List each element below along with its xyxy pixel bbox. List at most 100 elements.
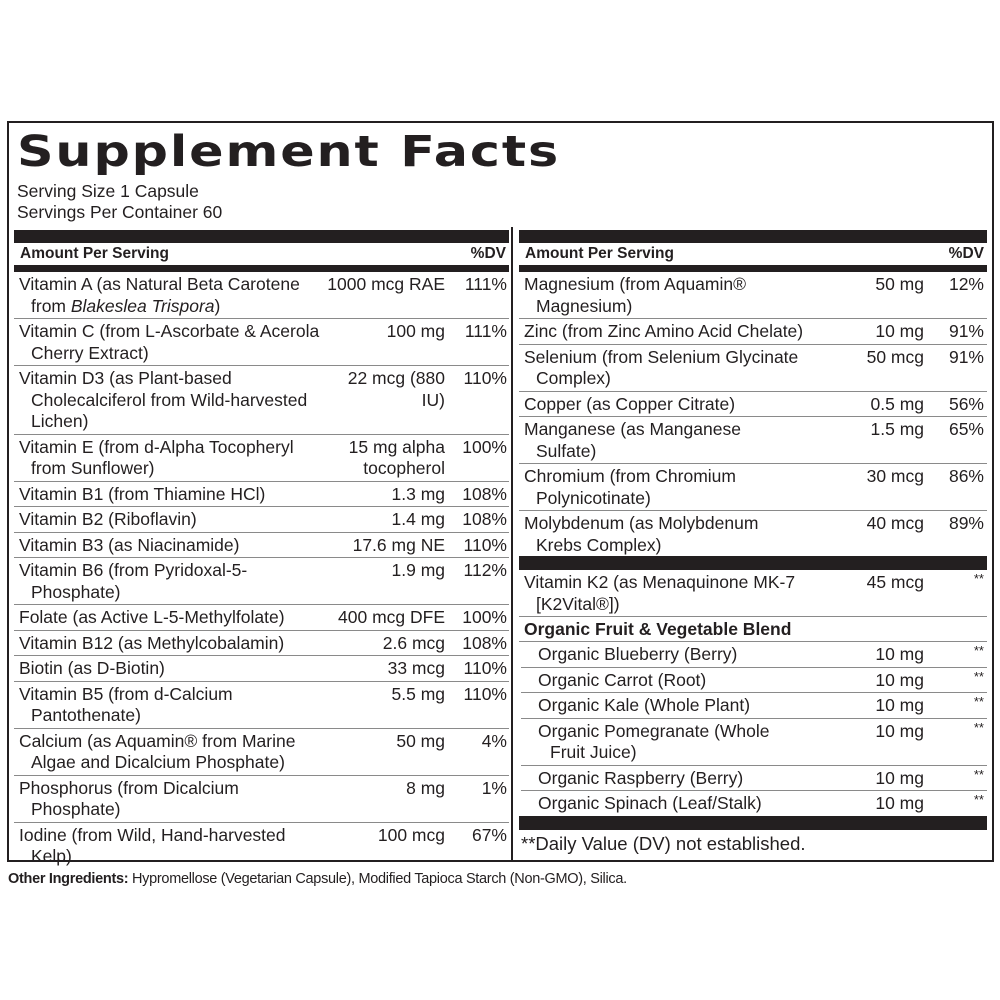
daily-value: 89% (948, 513, 984, 533)
nutrient-name-text: Vitamin B12 (as Methylcobalamin) (19, 632, 285, 653)
daily-value: 110% (463, 683, 507, 704)
nutrient-name-text: Organic Blueberry (Berry) (538, 644, 738, 664)
nutrient-name-text: Folate (as Active L-5-Methylfolate) (19, 607, 285, 627)
nutrient-name-text: Vitamin C (from L-Ascorbate & Acerola Ch… (19, 321, 320, 363)
blend-item-row: Organic Raspberry (Berry) 10 mg ** (521, 766, 987, 791)
amount: 50 mg (875, 274, 924, 294)
blend-item-row: Organic Pomegranate (Whole Fruit Juice) 1… (521, 719, 987, 766)
daily-value: 100% (462, 607, 507, 627)
black-bar (519, 230, 987, 243)
blend-title: Organic Fruit & Vegetable Blend (519, 617, 987, 642)
amount: 10 mg (875, 720, 924, 741)
amount-per-serving-header: Amount Per Serving (525, 245, 674, 262)
left-column: Amount Per Serving %DV Vitamin A (as Nat… (14, 230, 509, 869)
daily-value: ** (973, 668, 984, 684)
dv-header: %DV (948, 245, 984, 262)
panel-title: Supplement Facts (17, 127, 561, 177)
nutrient-name-text: Vitamin A (as Natural Beta Carotene from (19, 274, 300, 316)
nutrient-row: Vitamin E (from d-Alpha Tocopheryl from … (14, 435, 509, 482)
nutrient-name: Vitamin D3 (as Plant-based Cholecalcifer… (14, 368, 327, 433)
nutrient-row: Zinc (from Zinc Amino Acid Chelate) 10 mg… (519, 319, 987, 345)
amount: 1.4 mg (391, 509, 446, 529)
amount: 0.5 mg (870, 393, 925, 414)
servings-per-container: Servings Per Container 60 (17, 202, 223, 222)
amount: 1.3 mg (391, 483, 446, 504)
daily-value: 112% (463, 560, 507, 580)
nutrient-row: Chromium (from Chromium Polynicotinate) 3… (519, 464, 987, 511)
amount: 30 mcg (866, 466, 924, 486)
nutrient-name: Copper (as Copper Citrate) (519, 394, 804, 416)
blend-item-row: Organic Kale (Whole Plant) 10 mg ** (521, 693, 987, 719)
nutrient-row: Vitamin B2 (Riboflavin) 1.4 mg 108% (14, 507, 509, 533)
nutrient-row: Vitamin B1 (from Thiamine HCl) 1.3 mg 108% (14, 482, 509, 507)
daily-value: 110% (463, 368, 507, 388)
nutrient-row: Vitamin K2 (as Menaquinone MK-7 [K2Vital… (519, 570, 987, 617)
other-ingredients: Other Ingredients: Hypromellose (Vegetar… (8, 871, 627, 887)
nutrient-name-text: Chromium (from Chromium Polynicotinate) (524, 466, 736, 508)
amount: 40 mcg (866, 513, 924, 533)
nutrient-row: Vitamin A (as Natural Beta Carotene from… (14, 272, 509, 319)
daily-value: ** (973, 766, 984, 782)
nutrient-row: Magnesium (from Aquamin® Magnesium) 50 mg… (519, 272, 987, 319)
right-column: Amount Per Serving %DV Magnesium (from A… (519, 230, 987, 858)
black-bar (14, 230, 509, 243)
nutrient-row: Calcium (as Aquamin® from Marine Algae a… (14, 729, 509, 776)
nutrient-name: Vitamin B6 (from Pyridoxal-5-Phosphate) (14, 560, 327, 603)
amount: 8 mg (406, 777, 445, 798)
nutrient-name-text: Calcium (as Aquamin® from Marine Algae a… (19, 730, 296, 773)
nutrient-name: Manganese (as Manganese Sulfate) (519, 419, 804, 462)
nutrient-row: Molybdenum (as Molybdenum Krebs Complex)… (519, 511, 987, 557)
nutrient-name: Folate (as Active L-5-Methylfolate) (14, 607, 327, 629)
nutrient-row: Phosphorus (from Dicalcium Phosphate) 8 m… (14, 776, 509, 823)
nutrient-name: Calcium (as Aquamin® from Marine Algae a… (14, 731, 327, 774)
column-divider (511, 227, 513, 860)
nutrient-name: Organic Spinach (Leaf/Stalk) (521, 793, 804, 815)
column-header: Amount Per Serving %DV (519, 243, 987, 272)
supplement-facts-panel: Supplement Facts Serving Size 1 Capsule … (7, 121, 994, 866)
nutrient-name-text: Biotin (as D-Biotin) (19, 658, 165, 678)
nutrient-name-text: Organic Raspberry (Berry) (538, 767, 744, 788)
nutrient-name-suffix: ) (214, 295, 221, 316)
amount: 45 mcg (866, 572, 924, 592)
nutrient-row: Vitamin B5 (from d-Calcium Pantothenate)… (14, 682, 509, 729)
nutrient-name-text: Vitamin B1 (from Thiamine HCl) (19, 483, 266, 504)
nutrient-name-text: Manganese (as Manganese Sulfate) (524, 419, 741, 461)
nutrient-name: Biotin (as D-Biotin) (14, 658, 327, 680)
nutrient-name: Molybdenum (as Molybdenum Krebs Complex) (519, 513, 804, 556)
daily-value: ** (973, 694, 984, 709)
daily-value: 91% (948, 321, 984, 341)
footnote: **Daily Value (DV) not established. (521, 832, 806, 854)
daily-value: 108% (462, 483, 507, 504)
daily-value: 110% (463, 534, 507, 555)
daily-value: 67% (471, 824, 507, 845)
nutrient-row: Manganese (as Manganese Sulfate) 1.5 mg 65… (519, 417, 987, 464)
daily-value: 100% (462, 436, 507, 457)
amount: 1000 mcg RAE (327, 274, 445, 294)
nutrient-name-text: Organic Kale (Whole Plant) (538, 695, 751, 715)
nutrient-name-text: Organic Spinach (Leaf/Stalk) (538, 793, 762, 813)
daily-value: 108% (462, 632, 507, 653)
nutrient-name: Vitamin B2 (Riboflavin) (14, 509, 327, 531)
nutrient-name-text: Vitamin B6 (from Pyridoxal-5-Phosphate) (19, 560, 248, 602)
daily-value: 12% (948, 274, 984, 294)
nutrient-name: Organic Carrot (Root) (521, 670, 804, 692)
nutrient-source-italic: Blakeslea Trispora (70, 295, 215, 316)
nutrient-name-text: Organic Pomegranate (Whole Fruit Juice) (538, 720, 770, 763)
other-ingredients-label: Other Ingredients: (8, 871, 129, 887)
nutrient-name-text: Zinc (from Zinc Amino Acid Chelate) (524, 321, 804, 341)
nutrient-row: Selenium (from Selenium Glycinate Comple… (519, 345, 987, 392)
serving-size: Serving Size 1 Capsule (17, 181, 199, 201)
nutrient-row: Folate (as Active L-5-Methylfolate) 400 m… (14, 605, 509, 631)
other-ingredients-text: Hypromellose (Vegetarian Capsule), Modif… (128, 871, 627, 887)
amount: 33 mcg (387, 658, 445, 678)
nutrient-name-text: Vitamin B3 (as Niacinamide) (19, 534, 240, 555)
nutrient-name: Selenium (from Selenium Glycinate Comple… (519, 347, 804, 390)
nutrient-row: Biotin (as D-Biotin) 33 mcg 110% (14, 656, 509, 682)
nutrient-name: Vitamin B3 (as Niacinamide) (14, 535, 327, 557)
daily-value: ** (973, 719, 984, 735)
amount: 17.6 mg NE (352, 534, 445, 555)
nutrient-name-text: Molybdenum (as Molybdenum Krebs Complex) (524, 513, 759, 555)
nutrient-row: Vitamin B12 (as Methylcobalamin) 2.6 mcg 1… (14, 631, 509, 656)
nutrient-name: Chromium (from Chromium Polynicotinate) (519, 466, 804, 509)
black-bar (519, 556, 987, 570)
